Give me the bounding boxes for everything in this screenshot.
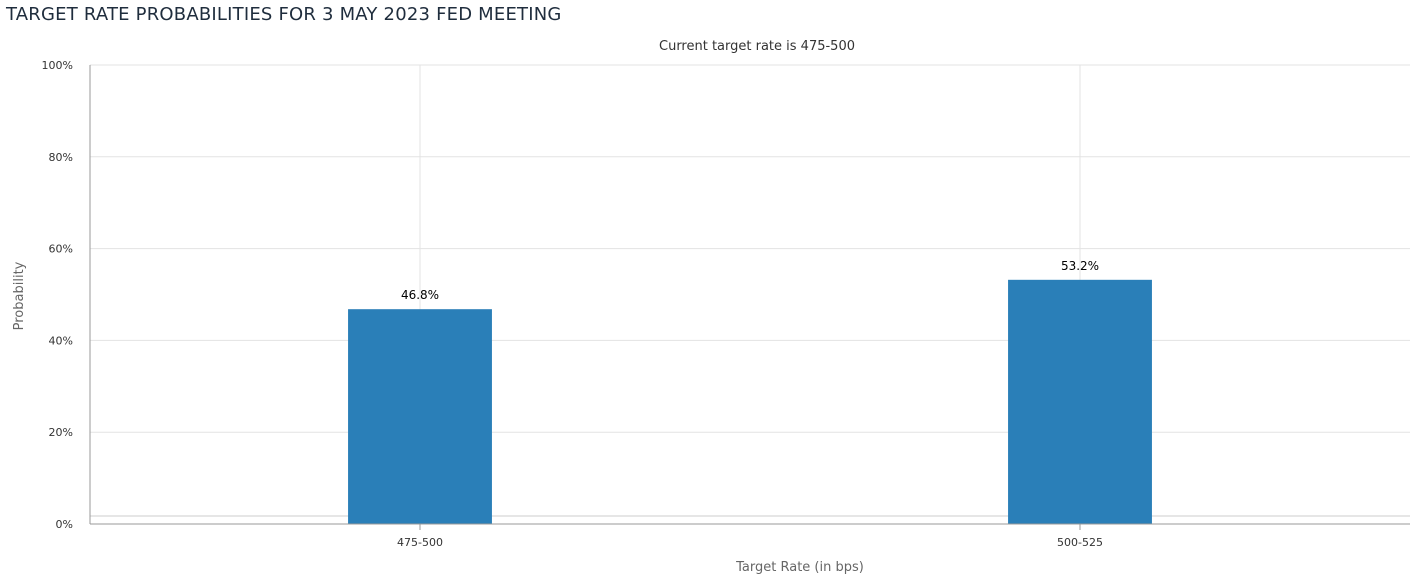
- bar: [1008, 279, 1152, 524]
- x-tick-label: 500-525: [1057, 536, 1103, 549]
- y-tick-label: 0%: [56, 518, 73, 531]
- chart-subtitle: Current target rate is 475-500: [659, 39, 855, 54]
- gridlines: [90, 64, 1410, 524]
- x-tick-label: 475-500: [397, 536, 443, 549]
- y-tick-label: 40%: [49, 334, 73, 347]
- y-tick-label: 100%: [42, 59, 73, 72]
- x-axis-title: Target Rate (in bps): [735, 560, 864, 575]
- y-tick-label: 20%: [49, 426, 73, 439]
- y-axis-title: Probability: [12, 261, 27, 330]
- page-title: TARGET RATE PROBABILITIES FOR 3 MAY 2023…: [6, 4, 562, 25]
- bar-data-label: 53.2%: [1061, 259, 1099, 273]
- bar-data-label: 46.8%: [401, 288, 439, 302]
- bar: [348, 309, 492, 524]
- y-tick-label: 80%: [49, 151, 73, 164]
- tick-labels: 0% 20% 40% 60% 80% 100% 46.8% 475-500 53.2% 500-5…: [42, 59, 1103, 549]
- y-tick-label: 60%: [49, 243, 73, 256]
- bars: [348, 279, 1152, 524]
- axes: [89, 65, 1410, 530]
